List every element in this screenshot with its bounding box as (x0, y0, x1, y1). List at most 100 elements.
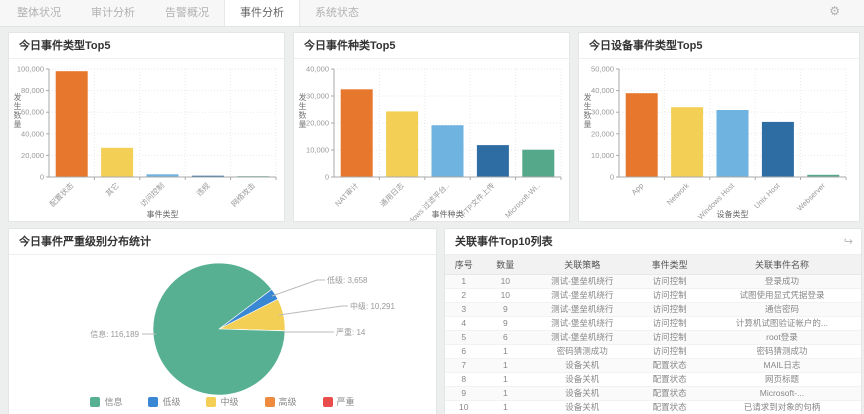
chart-title: 今日设备事件类型Top5 (579, 33, 859, 59)
pie-slice-信息[interactable] (152, 262, 286, 396)
legend-item-低级[interactable]: 低级 (148, 395, 180, 408)
legend-label: 严重 (336, 397, 355, 407)
legend-item-信息[interactable]: 信息 (90, 395, 122, 408)
table-row[interactable]: 4 9 测试-堡垒机绕行 访问控制 计算机试图验证帐户的... (445, 316, 861, 331)
table-title-text: 关联事件Top10列表 (455, 236, 553, 248)
legend-swatch (322, 396, 333, 407)
table-row[interactable]: 1 10 测试-堡垒机绕行 访问控制 登录成功 (445, 274, 861, 289)
svg-text:20,000: 20,000 (591, 129, 614, 138)
table-cell: 计算机试图验证帐户的... (702, 316, 861, 331)
table-cell: 配置状态 (636, 358, 703, 373)
table-cell: 4 (445, 316, 483, 331)
table-row[interactable]: 2 10 测试-堡垒机绕行 访问控制 试图使用显式凭据登录 (445, 288, 861, 303)
legend-item-高级[interactable]: 高级 (264, 395, 297, 408)
pie-label: 低级: 3,658 (327, 275, 368, 285)
table-row[interactable]: 5 6 测试-堡垒机绕行 访问控制 root登录 (445, 330, 861, 345)
svg-text:0: 0 (610, 173, 614, 182)
bar-访问控制[interactable] (146, 174, 179, 177)
bar-App[interactable] (625, 93, 658, 177)
bar-Microsoft-Wi..[interactable] (522, 149, 555, 177)
legend-item-严重[interactable]: 严重 (322, 395, 355, 408)
tab-审计分析[interactable]: 审计分析 (91, 7, 135, 19)
bar-chart-event-kind: 发生数量 0 10,000 20,000 30,000 40,000 NAT审计 通用日志 W… (294, 59, 569, 221)
table-row[interactable]: 7 1 设备关机 配置状态 MAIL日志 (445, 358, 861, 373)
table-cell: Microsoft-... (702, 386, 861, 401)
table-header-row: 序号 数量 关联策略 事件类型 关联事件名称 (445, 255, 861, 275)
table-cell: 6 (482, 330, 529, 345)
legend-item-中级[interactable]: 中级 (206, 395, 239, 408)
table-cell: 密码猜测成功 (528, 344, 637, 359)
bar-Network[interactable] (671, 107, 704, 177)
svg-text:20,000: 20,000 (21, 151, 44, 160)
table-cell: 登录成功 (702, 274, 861, 289)
pie-title: 今日事件严重级别分布统计 (9, 229, 436, 255)
bar-FTP文件上传[interactable] (476, 145, 509, 177)
table-row[interactable]: 3 9 测试-堡垒机绕行 访问控制 通信密码 (445, 302, 861, 317)
x-tick-label: 网络攻击 (229, 180, 258, 209)
x-tick-label: 违规 (194, 180, 212, 198)
table-cell: 10 (482, 288, 529, 303)
table-cell: 9 (482, 302, 529, 317)
table-cell: 访问控制 (636, 288, 703, 303)
bar-chart-plot: 0 10,000 20,000 30,000 40,000 NAT审计 通用日志 Window… (294, 59, 569, 221)
table-cell: root登录 (702, 330, 861, 345)
bar-通用日志[interactable] (386, 111, 419, 177)
table-title: 关联事件Top10列表 ↪ (445, 229, 861, 255)
bar-chart-device-type: 发生数量 0 10,000 20,000 30,000 40,000 50,000 App N… (579, 59, 859, 221)
table-cell: 9 (482, 316, 529, 331)
gear-icon[interactable]: ⚙ (829, 4, 840, 18)
bar-配置状态[interactable] (55, 71, 88, 177)
bar-Webserver[interactable] (807, 174, 840, 177)
bar-chart-event-type: 发生数量 0 20,000 40,000 60,000 80,000 100,000 配置状… (9, 59, 284, 221)
pie-label: 信息: 116,189 (90, 329, 139, 339)
table-cell: 网页标题 (702, 372, 861, 387)
table-row[interactable]: 10 1 设备关机 配置状态 已请求到对象的句柄 (445, 400, 861, 414)
bar-其它[interactable] (101, 147, 134, 177)
tab-整体状况[interactable]: 整体状况 (17, 7, 61, 19)
svg-text:20,000: 20,000 (306, 119, 329, 128)
legend-swatch (264, 396, 275, 407)
table-cell: MAIL日志 (702, 358, 861, 373)
correlated-events-table: 序号 数量 关联策略 事件类型 关联事件名称 1 10 测试-堡垒机绕行 访问控制 登录成功 2 1… (445, 255, 861, 414)
pie-legend: 信息 低级 中级 高级 严重 (9, 395, 436, 408)
bottom-row: 今日事件严重级别分布统计 信息: 116,189 低级: 3,658 中级: 10,… (8, 228, 862, 414)
svg-text:0: 0 (40, 173, 44, 182)
svg-text:40,000: 40,000 (21, 129, 44, 138)
table-cell: 配置状态 (636, 372, 703, 387)
tab-事件分析[interactable]: 事件分析 (224, 0, 300, 26)
svg-text:30,000: 30,000 (591, 108, 614, 117)
table-row[interactable]: 6 1 密码猜测成功 访问控制 密码猜测成功 (445, 344, 861, 359)
tab-系统状态[interactable]: 系统状态 (315, 7, 359, 19)
table-cell: 已请求到对象的句柄 (702, 400, 861, 414)
legend-swatch (206, 396, 217, 407)
nav-tabs: 整体状况 审计分析 告警概况 事件分析 系统状态 (2, 0, 374, 26)
card-event-kind-top5: 今日事件种类Top5 发生数量 0 10,000 20,000 30,000 40,00… (293, 32, 570, 222)
y-axis-label: 发生数量 (583, 93, 592, 129)
share-icon[interactable]: ↪ (843, 236, 853, 248)
table-cell: 10 (445, 400, 483, 414)
bar-NAT审计[interactable] (340, 89, 373, 178)
bar-Windows Host[interactable] (716, 110, 749, 177)
bar-Windows 过滤平台..[interactable] (431, 125, 464, 177)
table-cell: 测试-堡垒机绕行 (528, 274, 637, 289)
table-cell: 配置状态 (636, 400, 703, 414)
table-cell: 访问控制 (636, 330, 703, 345)
tab-告警概况[interactable]: 告警概况 (165, 7, 209, 19)
table-cell: 测试-堡垒机绕行 (528, 330, 637, 345)
table-cell: 3 (445, 302, 483, 317)
bar-Unix Host[interactable] (761, 121, 794, 177)
table-row[interactable]: 8 1 设备关机 配置状态 网页标题 (445, 372, 861, 387)
table-cell: 设备关机 (528, 358, 637, 373)
card-event-type-top5: 今日事件类型Top5 发生数量 0 20,000 40,000 60,000 80,00… (8, 32, 285, 222)
table-cell: 9 (445, 386, 483, 401)
bar-chart-plot: 0 10,000 20,000 30,000 40,000 50,000 App Networ… (579, 59, 859, 221)
svg-text:40,000: 40,000 (306, 65, 329, 74)
x-tick-label: 配置状态 (47, 180, 76, 209)
x-tick-label: 其它 (103, 180, 121, 198)
table-cell: 密码猜测成功 (702, 344, 861, 359)
table-cell: 访问控制 (636, 316, 703, 331)
table-row[interactable]: 9 1 设备关机 配置状态 Microsoft-... (445, 386, 861, 401)
x-tick-label: Unix Host (752, 180, 782, 210)
bar-违规[interactable] (191, 175, 224, 177)
svg-text:0: 0 (325, 173, 329, 182)
